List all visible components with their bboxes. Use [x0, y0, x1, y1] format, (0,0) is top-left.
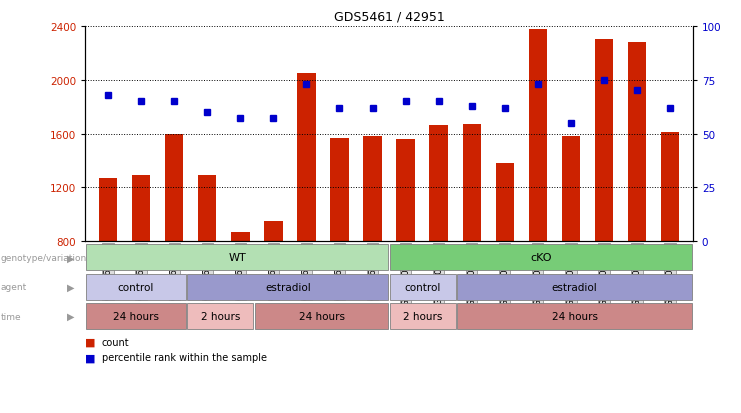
Bar	[661, 133, 679, 242]
Bar	[562, 137, 579, 242]
Bar	[457, 304, 692, 329]
Text: ▶: ▶	[67, 311, 74, 321]
Text: 2 hours: 2 hours	[201, 311, 240, 321]
Text: control: control	[405, 282, 441, 292]
Bar	[199, 176, 216, 242]
Text: ■: ■	[85, 353, 96, 363]
Bar	[462, 125, 481, 242]
Text: 24 hours: 24 hours	[552, 311, 598, 321]
Text: GDS5461 / 42951: GDS5461 / 42951	[333, 10, 445, 23]
Bar	[231, 232, 250, 242]
Text: count: count	[102, 337, 129, 347]
Text: agent: agent	[1, 282, 27, 292]
Text: ■: ■	[85, 337, 96, 347]
Bar	[165, 134, 184, 242]
Text: 2 hours: 2 hours	[403, 311, 442, 321]
Bar	[390, 304, 456, 329]
Bar	[390, 274, 456, 300]
Bar	[187, 274, 388, 300]
Bar	[390, 245, 692, 271]
Text: 24 hours: 24 hours	[113, 311, 159, 321]
Bar	[99, 178, 117, 242]
Text: WT: WT	[228, 253, 246, 263]
Bar	[265, 221, 282, 242]
Text: genotype/variation: genotype/variation	[1, 253, 87, 262]
Bar	[457, 274, 692, 300]
Text: ▶: ▶	[67, 282, 74, 292]
Bar	[133, 176, 150, 242]
Bar	[255, 304, 388, 329]
Text: 24 hours: 24 hours	[299, 311, 345, 321]
Text: time: time	[1, 312, 21, 321]
Bar	[594, 40, 613, 242]
Bar	[86, 274, 186, 300]
Bar	[86, 304, 186, 329]
Bar	[430, 126, 448, 242]
Text: control: control	[118, 282, 154, 292]
Bar	[528, 29, 547, 242]
Bar	[628, 43, 645, 242]
Bar	[330, 138, 348, 242]
Bar	[297, 74, 316, 242]
Text: cKO: cKO	[530, 253, 552, 263]
Text: estradiol: estradiol	[552, 282, 597, 292]
Bar	[396, 140, 415, 242]
Text: ▶: ▶	[67, 253, 74, 263]
Bar	[363, 137, 382, 242]
Bar	[187, 304, 253, 329]
Text: percentile rank within the sample: percentile rank within the sample	[102, 353, 267, 363]
Text: estradiol: estradiol	[265, 282, 310, 292]
Bar	[86, 245, 388, 271]
Bar	[496, 164, 514, 242]
